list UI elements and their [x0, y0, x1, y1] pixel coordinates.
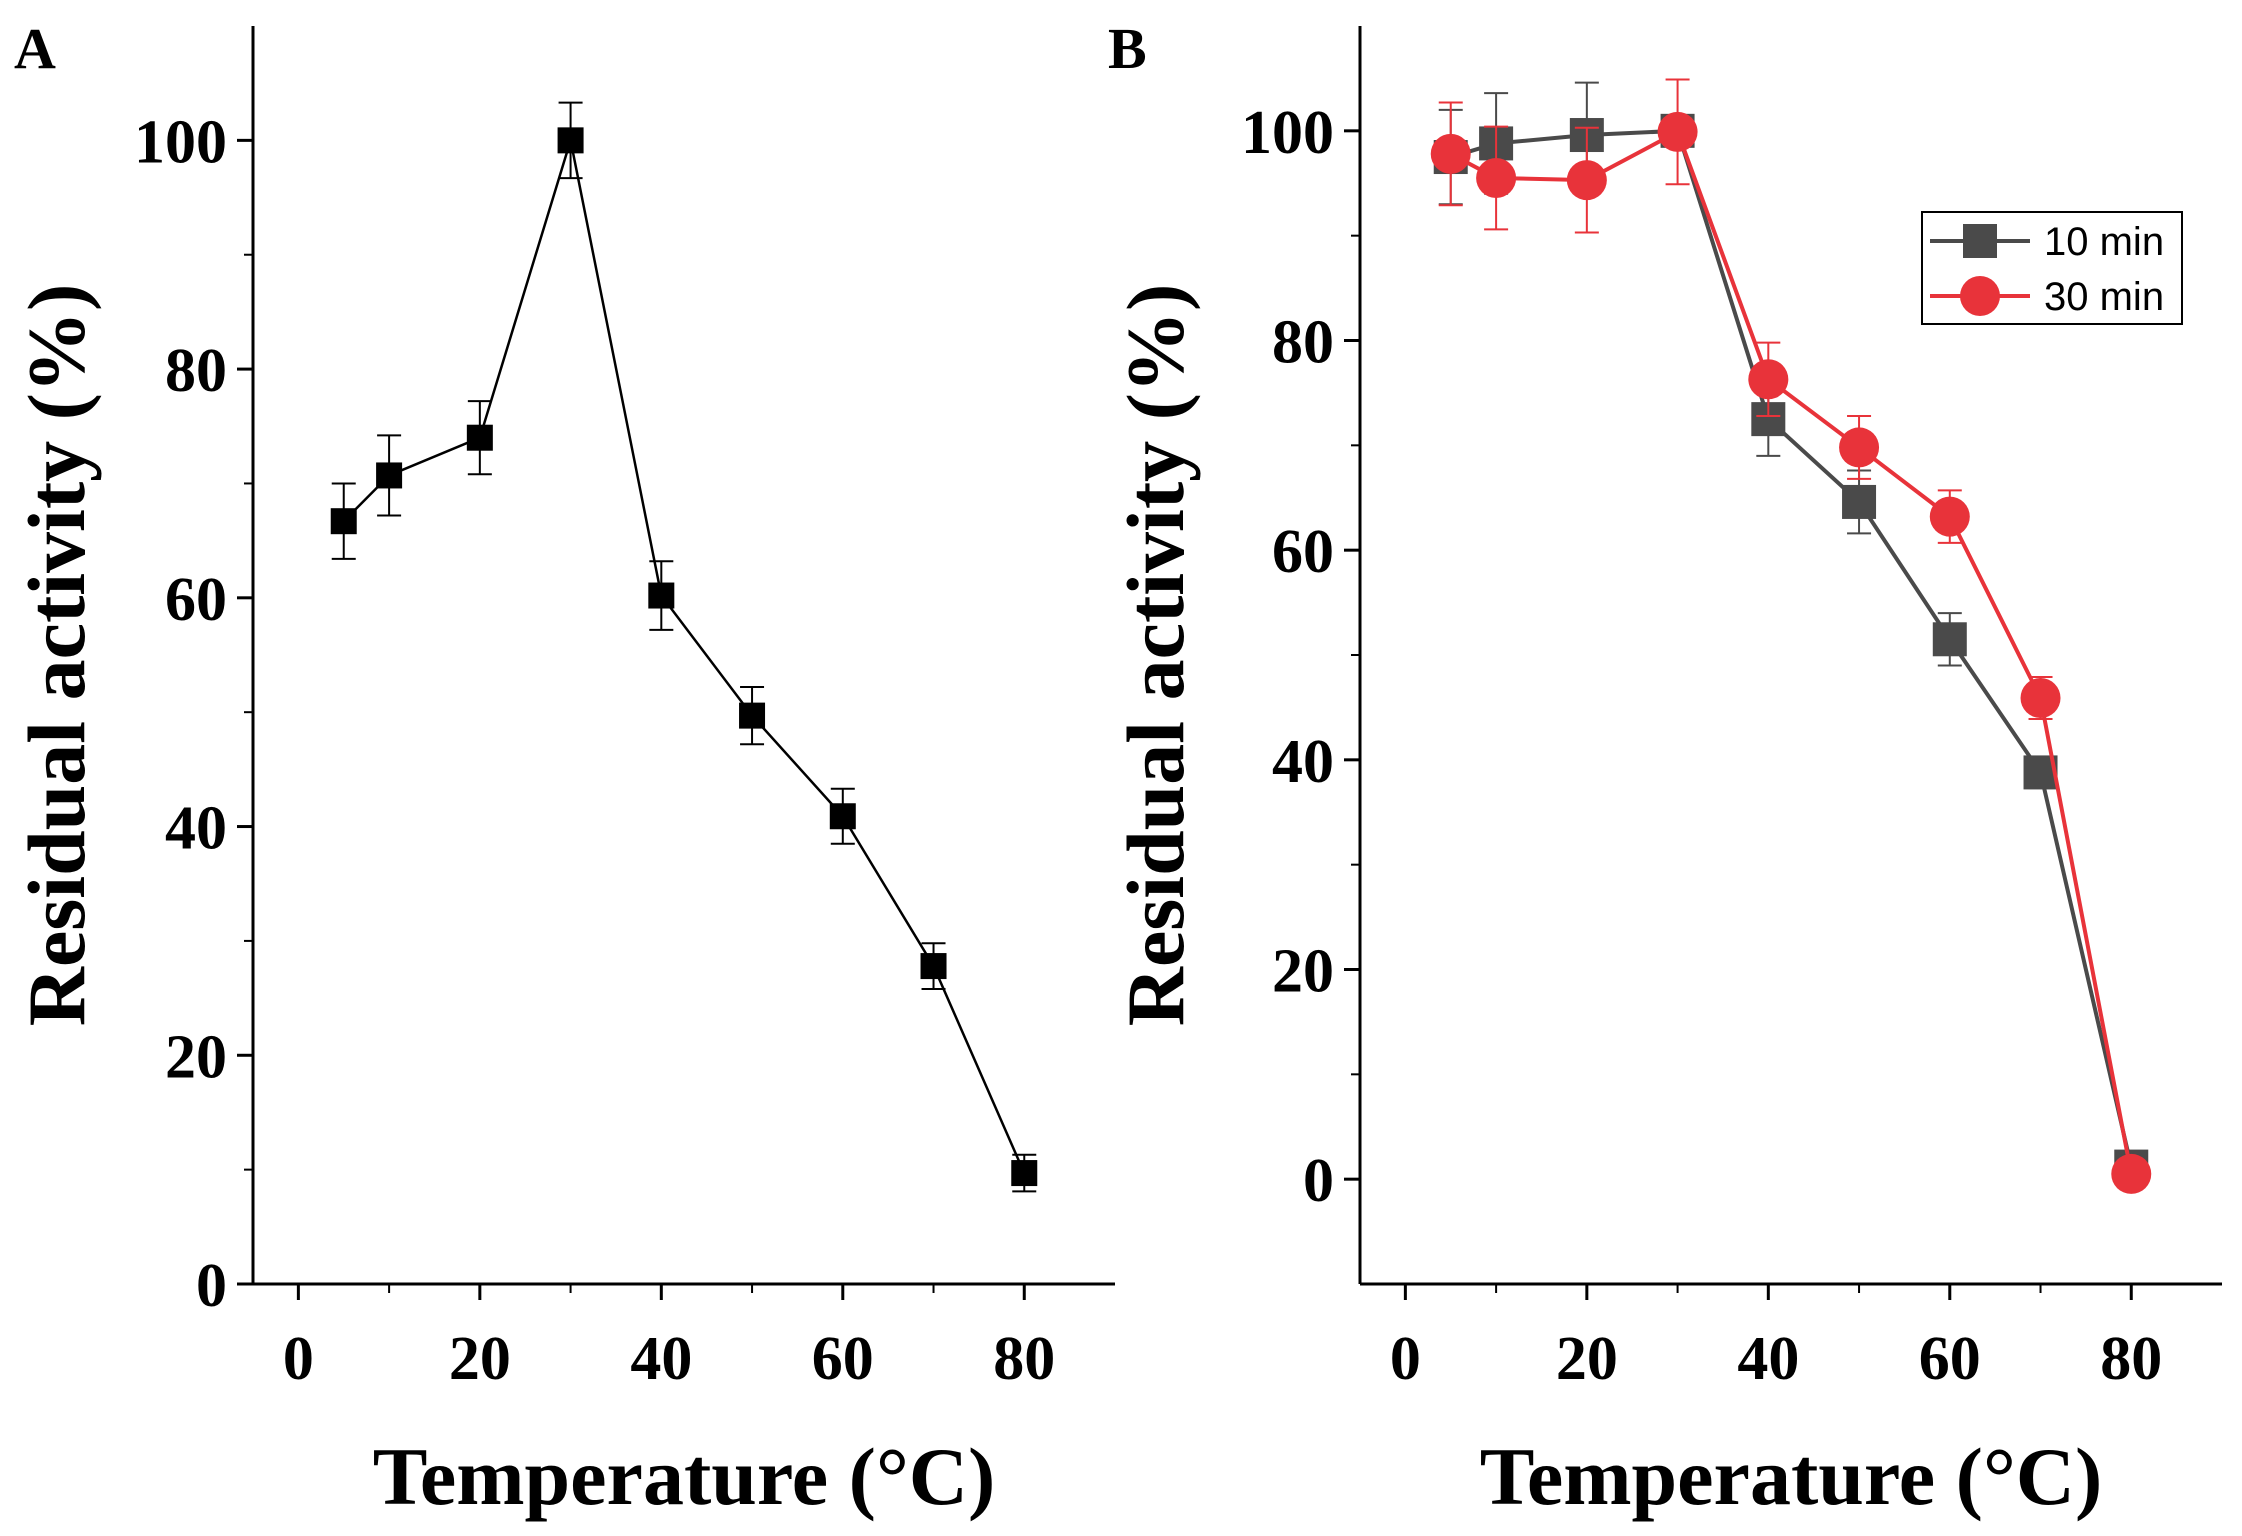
- panel-a-ticks: 0 20 40 60 80 0 20 40 60 80 100: [134, 108, 1055, 1393]
- legend-label-30-min: 30 min: [2044, 275, 2164, 319]
- panel-b-series-30-min-point: [1657, 111, 1698, 152]
- legend: 10 min 30 min: [1921, 211, 2183, 325]
- panel-b-x-tick-label: 60: [1919, 1325, 1981, 1393]
- panel-a-x-tick-label: 20: [449, 1325, 511, 1393]
- panel-a-series-0-point: [648, 582, 675, 609]
- panel-a-series-0-point: [739, 702, 766, 729]
- panel-a-series-0-point: [376, 462, 403, 489]
- panel-a-y-tick-label: 80: [165, 337, 227, 405]
- panel-b-series-30-min-point: [1566, 160, 1607, 201]
- panel-b-series-10-min-point: [1932, 622, 1967, 657]
- panel-a-series-0-point: [1011, 1160, 1038, 1187]
- panel-b-ticks: 0 20 40 60 80 0 20 40 60 80 100: [1241, 99, 2162, 1393]
- panel-b: B 0 20 40 60 80 0 20 40 60 80 100 10 min 30 min Te…: [1108, 16, 2222, 1522]
- panel-a-series-0-point: [829, 803, 856, 830]
- panel-b-y-tick-label: 80: [1272, 309, 1334, 377]
- panel-b-x-tick-label: 40: [1737, 1325, 1799, 1393]
- panel-b-y-tick-label: 20: [1272, 938, 1334, 1006]
- panel-b-series-30-min-point: [1839, 427, 1880, 468]
- panel-a-label: A: [14, 16, 56, 81]
- panel-a-y-tick-label: 20: [165, 1023, 227, 1091]
- panel-b-x-axis-title: Temperature (°C): [1480, 1431, 2103, 1522]
- panel-a-x-tick-label: 80: [993, 1325, 1055, 1393]
- panel-b-x-tick-label: 0: [1390, 1325, 1421, 1393]
- panel-a-y-axis-title: Residual activity (%): [11, 284, 102, 1026]
- panel-a-x-tick-label: 60: [812, 1325, 874, 1393]
- legend-marker-30-min: [1960, 276, 2000, 316]
- panel-b-x-tick-label: 80: [2100, 1325, 2162, 1393]
- panel-a-series-0-point: [330, 508, 357, 535]
- legend-label-10-min: 10 min: [2044, 220, 2164, 264]
- panel-a-y-tick-label: 0: [196, 1252, 227, 1320]
- panel-a-series-0-point: [920, 953, 947, 980]
- panel-b-series-10-min-point: [1842, 484, 1877, 519]
- panel-b-series-30-min-point: [1748, 359, 1789, 400]
- panel-a-series-0-point: [466, 424, 493, 451]
- panel-b-series-30-min-point: [2111, 1153, 2152, 1194]
- panel-a-x-axis-title: Temperature (°C): [373, 1431, 996, 1522]
- panel-b-series-30-min-point: [1430, 133, 1471, 174]
- panel-a-series-0-point: [557, 127, 584, 154]
- panel-a-series-layer: [330, 101, 1038, 1193]
- panel-b-label: B: [1108, 16, 1147, 81]
- legend-marker-10-min: [1963, 224, 1997, 258]
- panel-b-series-30-min-point: [1929, 496, 1970, 537]
- panel-a-y-tick-label: 100: [134, 108, 227, 176]
- panel-b-y-tick-label: 60: [1272, 518, 1334, 586]
- panel-a-y-tick-label: 40: [165, 795, 227, 863]
- panel-a-x-tick-label: 0: [283, 1325, 314, 1393]
- panel-a: A 0 20 40 60 80 0 20 40 60 80 100 Temperature (°C)…: [11, 16, 1115, 1522]
- panel-b-y-tick-label: 100: [1241, 99, 1334, 167]
- panel-b-series-30-min-point: [2020, 677, 2061, 718]
- panel-b-y-axis-title: Residual activity (%): [1110, 284, 1201, 1026]
- panel-b-series-layer: [1430, 78, 2152, 1194]
- panel-b-x-tick-label: 20: [1556, 1325, 1618, 1393]
- panel-b-y-tick-label: 0: [1303, 1147, 1334, 1215]
- panel-b-y-tick-label: 40: [1272, 728, 1334, 796]
- panel-a-y-tick-label: 60: [165, 566, 227, 634]
- panel-b-series-30-min-point: [1476, 158, 1517, 199]
- panel-a-x-tick-label: 40: [630, 1325, 692, 1393]
